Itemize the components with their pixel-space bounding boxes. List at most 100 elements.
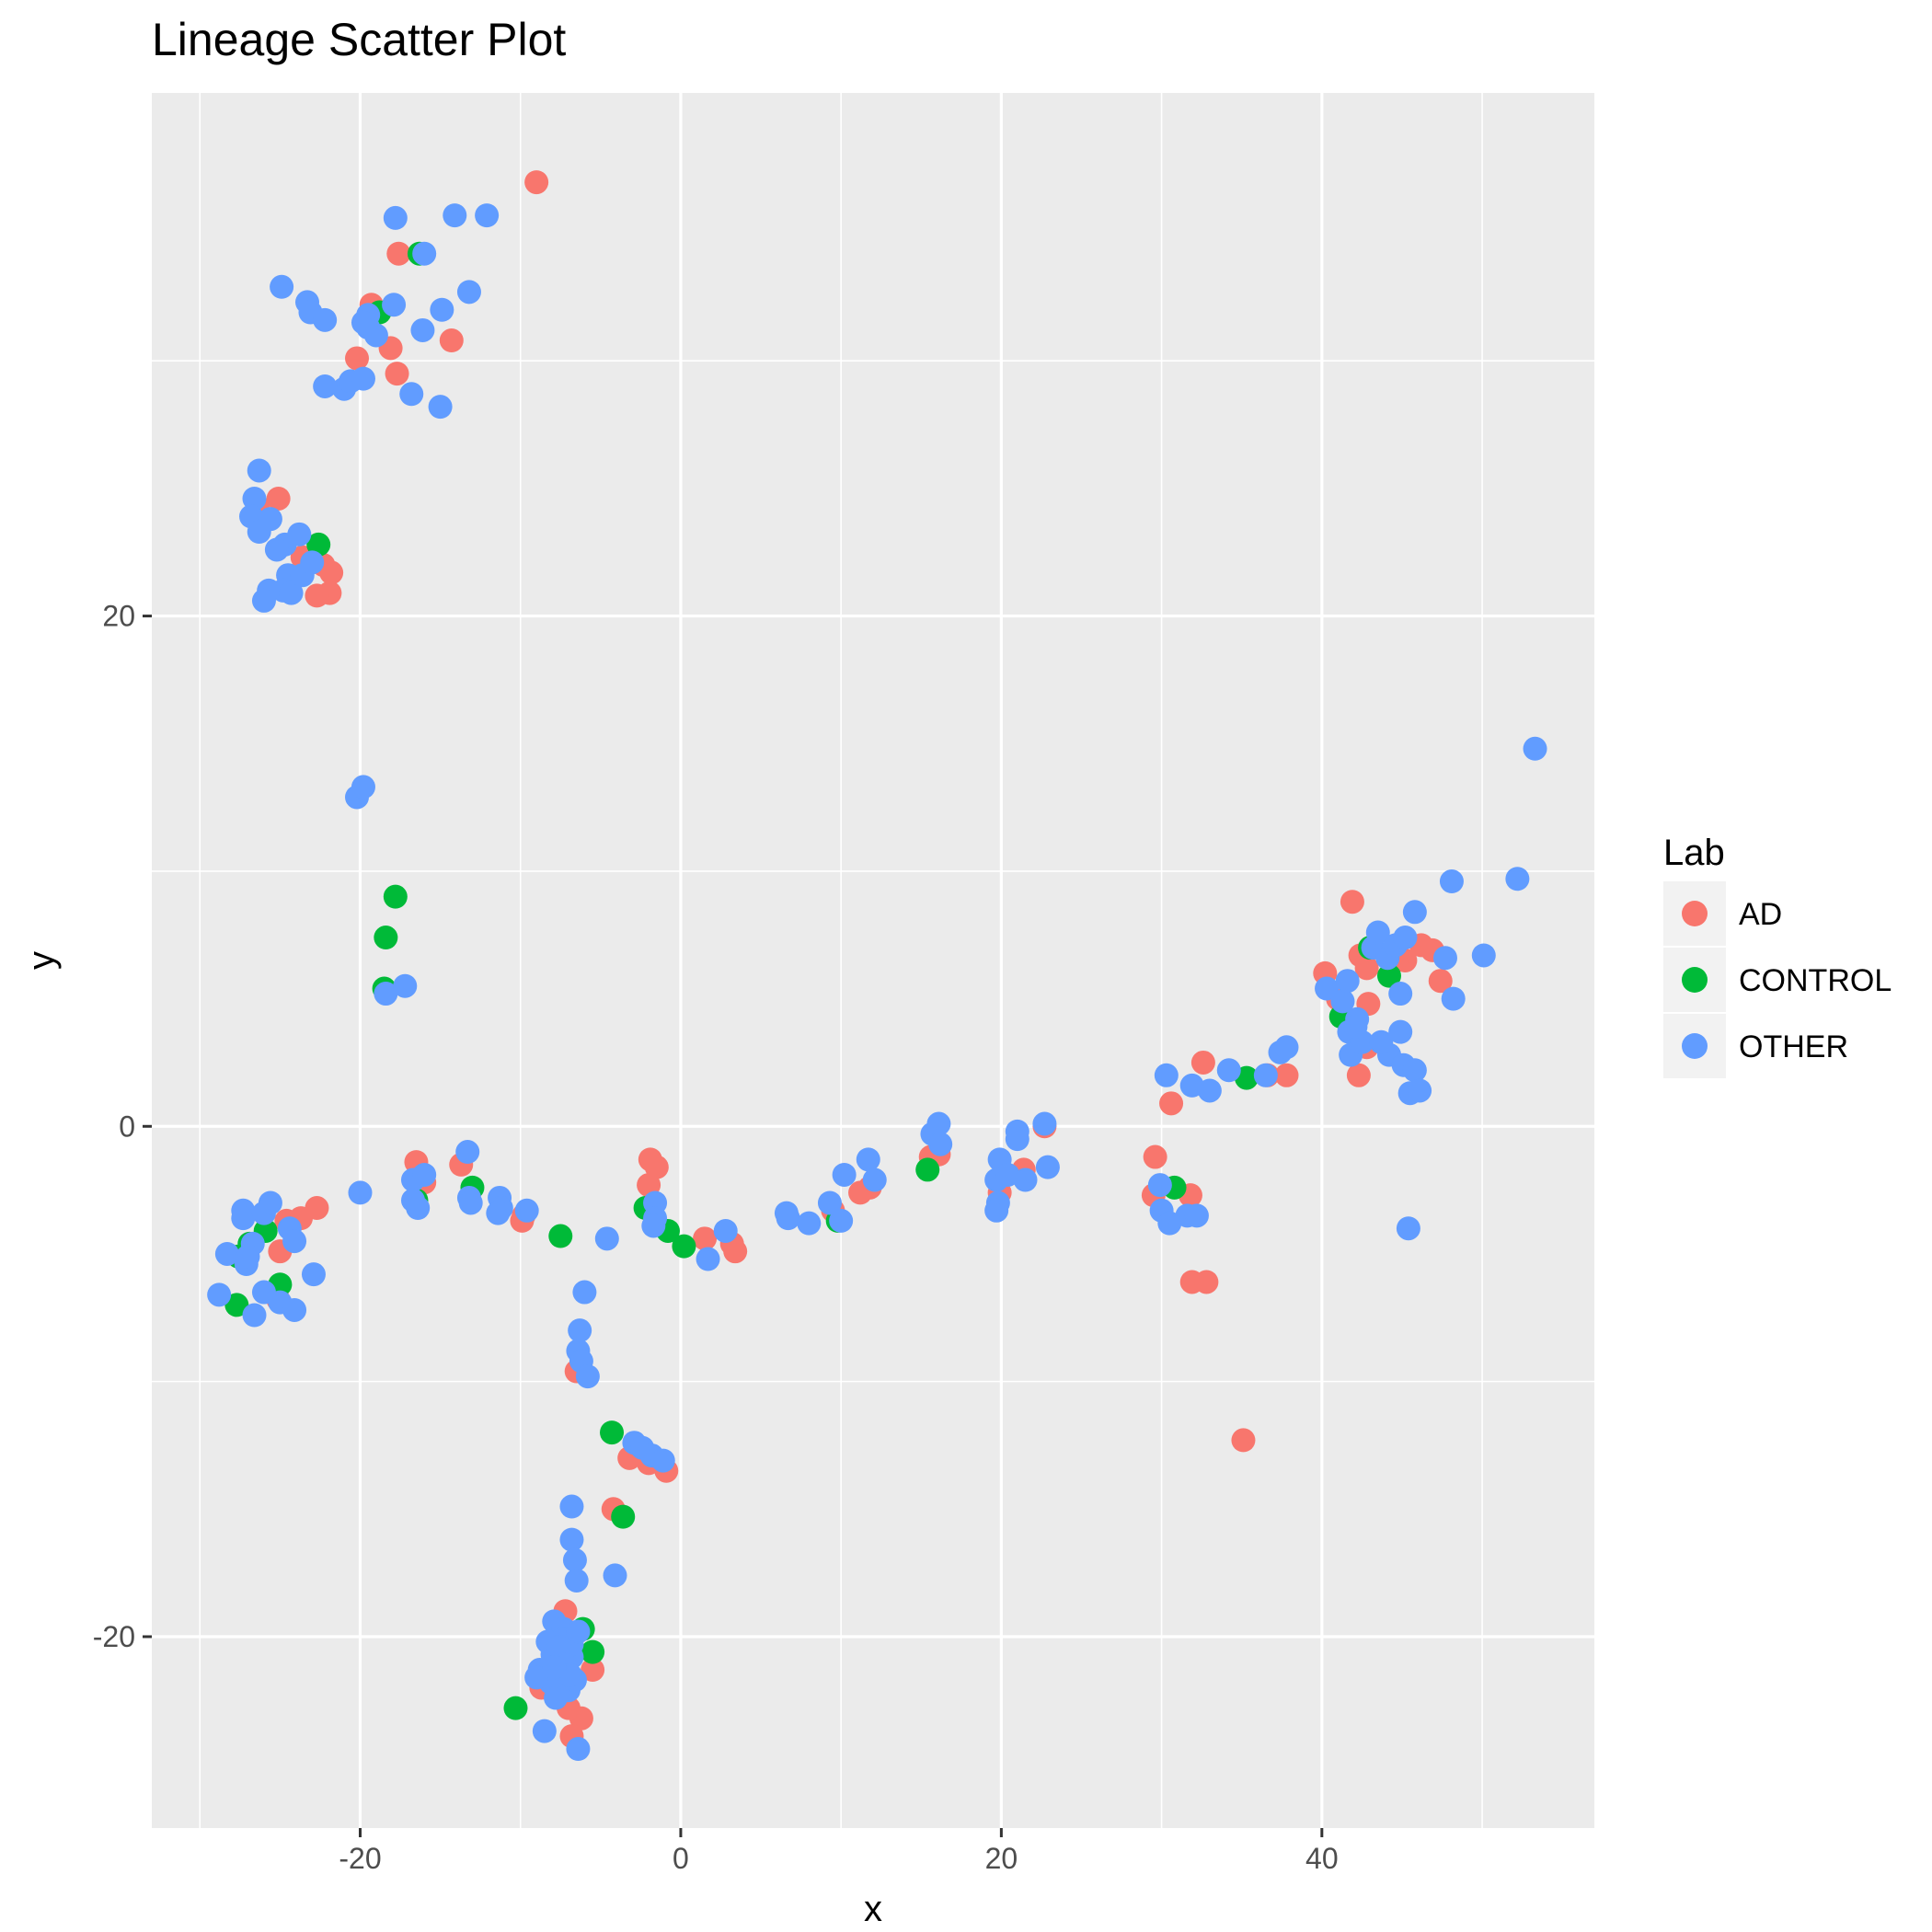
point-other (1396, 1216, 1420, 1241)
point-other (301, 1262, 326, 1287)
point-other (1523, 736, 1547, 761)
point-other (351, 366, 375, 391)
point-other (258, 1190, 282, 1215)
point-control (503, 1696, 528, 1720)
point-other (1253, 1063, 1278, 1087)
point-other (1402, 900, 1427, 925)
point-other (443, 203, 467, 228)
point-other (1365, 920, 1390, 945)
point-ad (1159, 1091, 1184, 1116)
point-other (1032, 1111, 1057, 1136)
point-ad (581, 1658, 605, 1683)
point-ad (305, 1196, 329, 1221)
point-other (412, 241, 437, 266)
point-other (287, 522, 312, 546)
point-other (776, 1206, 800, 1231)
legend-label: CONTROL (1739, 963, 1892, 998)
point-control (672, 1234, 696, 1259)
point-ad (439, 328, 464, 353)
point-other (559, 1527, 584, 1552)
point-other (829, 1208, 854, 1233)
point-ad (1354, 956, 1379, 981)
point-other (264, 537, 289, 562)
point-other (282, 1229, 307, 1254)
point-ad (386, 241, 411, 266)
point-other (862, 1167, 887, 1192)
point-control (600, 1420, 625, 1445)
point-other (214, 1241, 239, 1266)
point-other (856, 1147, 880, 1172)
point-other (650, 1448, 675, 1473)
point-other (410, 317, 435, 342)
legend-label: OTHER (1739, 1029, 1848, 1064)
point-other (313, 307, 338, 332)
point-other (455, 1140, 480, 1165)
point-other (348, 1180, 373, 1205)
point-other (1388, 1019, 1413, 1044)
point-other (1005, 1127, 1029, 1152)
point-other (1408, 1078, 1432, 1103)
point-ad (1274, 1063, 1299, 1087)
point-other (1441, 986, 1466, 1011)
point-ad (723, 1239, 748, 1264)
point-control (1376, 963, 1401, 988)
x-tick-label: 20 (985, 1842, 1018, 1875)
point-other (1274, 1035, 1299, 1060)
point-ad (266, 486, 291, 511)
point-other (572, 1280, 597, 1305)
point-other (1402, 1058, 1427, 1083)
point-other (514, 1198, 539, 1223)
y-axis: -20 0 20 (93, 600, 152, 1653)
point-ad (524, 170, 549, 195)
point-other (832, 1162, 857, 1187)
point-other (1471, 943, 1496, 968)
point-ad (1346, 1063, 1371, 1087)
point-other (1330, 989, 1355, 1014)
point-other (282, 1297, 307, 1322)
point-other (524, 1665, 549, 1690)
series-other (207, 203, 1547, 1762)
point-ad (693, 1226, 718, 1251)
legend-swatch (1682, 901, 1708, 926)
point-ad (1190, 1050, 1215, 1075)
y-tick-label: -20 (93, 1620, 135, 1653)
point-other (566, 1619, 591, 1644)
minor-gridlines (152, 93, 1594, 1828)
point-other (242, 1303, 267, 1328)
point-control (548, 1224, 573, 1248)
point-ad (1231, 1428, 1256, 1453)
point-other (1388, 982, 1413, 1006)
point-other (351, 310, 375, 335)
point-ad (1428, 969, 1453, 994)
point-other (242, 486, 267, 511)
point-other (1197, 1078, 1222, 1103)
point-other (279, 581, 304, 605)
point-other (566, 1737, 591, 1762)
point-control (224, 1293, 249, 1317)
point-control (581, 1639, 605, 1664)
point-other (428, 395, 453, 420)
point-other (797, 1211, 822, 1236)
legend-key-other: OTHER (1663, 1014, 1848, 1078)
point-other (382, 293, 407, 317)
point-other (575, 1364, 600, 1389)
point-control (374, 926, 398, 950)
point-other (313, 374, 338, 398)
point-other (568, 1318, 592, 1343)
point-other (542, 1655, 567, 1680)
point-other (1154, 1063, 1179, 1087)
point-other (559, 1494, 584, 1519)
x-tick-label: -20 (339, 1842, 381, 1875)
point-other (984, 1198, 1009, 1223)
point-other (412, 1162, 437, 1187)
point-other (270, 274, 294, 299)
point-other (207, 1282, 232, 1307)
point-other (406, 1196, 431, 1221)
x-tick-label: 40 (1305, 1842, 1339, 1875)
point-other (1216, 1058, 1241, 1083)
point-other (430, 297, 454, 322)
point-ad (305, 583, 329, 608)
point-other (1343, 1015, 1368, 1040)
point-other (928, 1132, 953, 1156)
x-axis-title: x (864, 1889, 882, 1929)
